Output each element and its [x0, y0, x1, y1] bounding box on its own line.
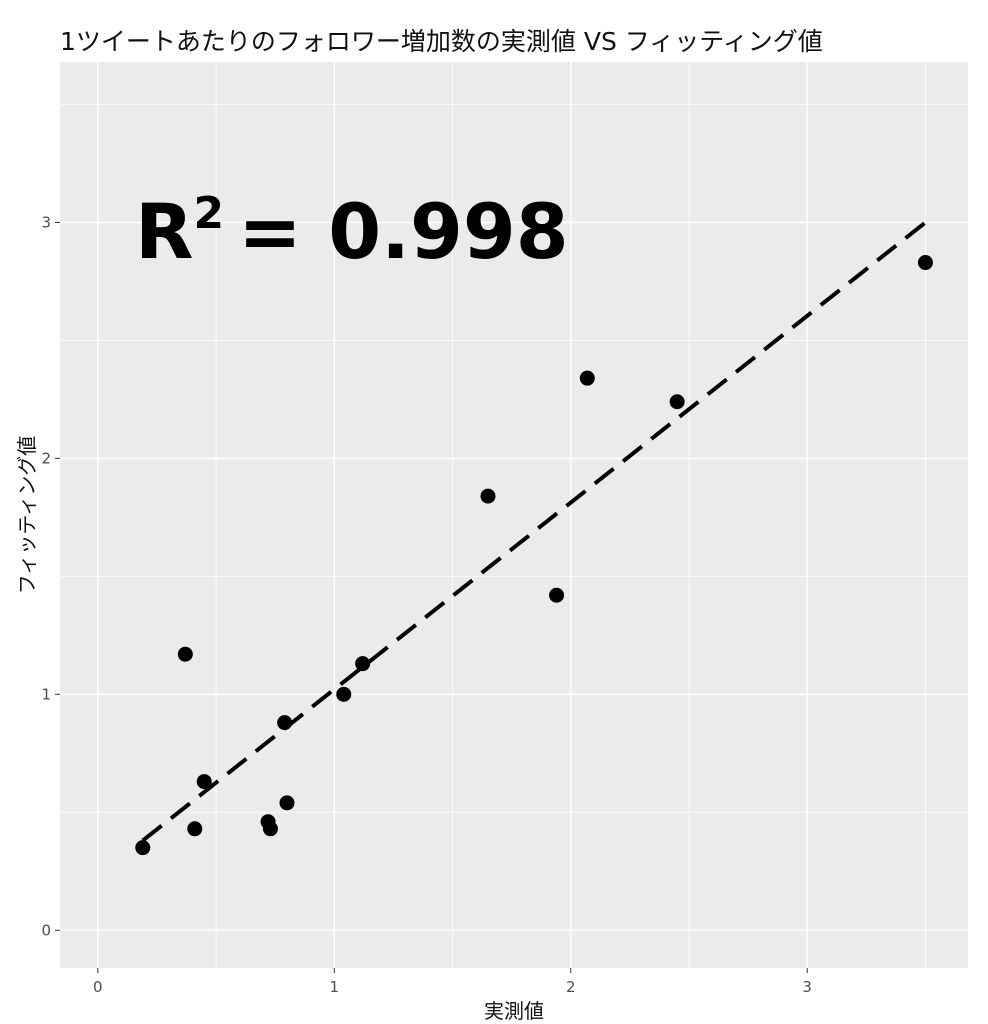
data-point: [917, 255, 933, 271]
r-squared-annotation: R2 = 0.998: [135, 187, 569, 276]
y-tick-label: 1: [41, 685, 51, 703]
fit-line-layer: [141, 220, 927, 843]
data-point: [135, 840, 151, 856]
y-tick-label: 0: [41, 921, 51, 939]
x-axis-label: 実測値: [484, 999, 544, 1023]
x-tick-label: 0: [93, 978, 103, 996]
data-point: [177, 646, 193, 662]
data-point: [262, 821, 278, 837]
data-point: [336, 686, 352, 702]
x-tick-label: 2: [566, 978, 576, 996]
axis-ticks: 0 1 2 3 0 1 2 3: [41, 213, 812, 996]
data-point: [549, 587, 565, 603]
chart-title: 1ツイートあたりのフォロワー増加数の実測値 VS フィッティング値: [60, 27, 823, 56]
y-tick-label: 2: [41, 449, 51, 467]
y-tick-label: 3: [41, 213, 51, 231]
grid-lines: [60, 62, 968, 968]
data-point: [579, 370, 595, 386]
r-squared-superscript: 2: [194, 188, 225, 239]
data-point: [669, 394, 685, 410]
data-point: [279, 795, 295, 811]
r-squared-value: = 0.998: [238, 187, 569, 276]
data-point: [355, 656, 371, 672]
x-tick-label: 1: [330, 978, 340, 996]
fit-line: [141, 220, 927, 843]
data-point: [480, 488, 496, 504]
r-squared-label: R: [135, 187, 194, 276]
data-point: [277, 715, 293, 731]
plot-panel: [60, 62, 968, 968]
data-points: [135, 255, 933, 856]
data-point: [187, 821, 203, 837]
y-axis-label: フィッティング値: [15, 436, 39, 594]
data-point: [196, 774, 212, 790]
x-tick-label: 3: [802, 978, 812, 996]
